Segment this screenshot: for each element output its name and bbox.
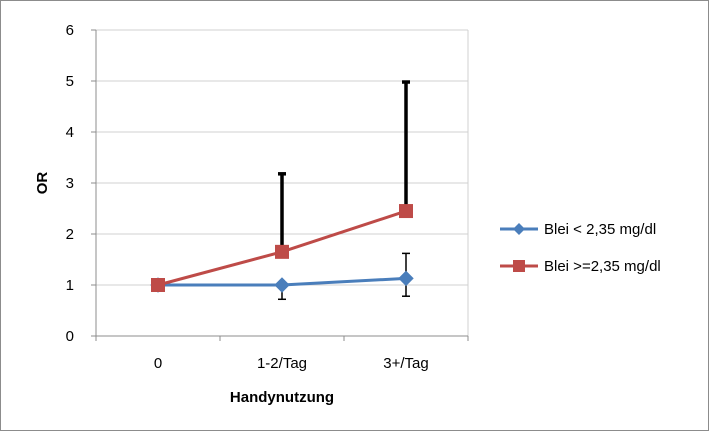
x-tick-label-0: 0 <box>154 355 162 372</box>
legend-marker-1 <box>513 223 525 235</box>
legend-marker-2 <box>513 260 525 272</box>
marker-diamond-2 <box>398 270 414 287</box>
error-bars <box>278 80 410 301</box>
x-tick-label-2: 3+/Tag <box>383 355 428 372</box>
legend-label-1: Blei < 2,35 mg/dl <box>544 221 656 238</box>
y-tick-label-3: 3 <box>66 175 74 192</box>
legend: Blei < 2,35 mg/dl Blei >=2,35 mg/dl <box>500 221 661 275</box>
y-tick-labels: 0 1 2 3 4 5 6 <box>66 22 74 345</box>
marker-diamond-1 <box>274 277 290 293</box>
y-tick-label-2: 2 <box>66 226 74 243</box>
marker-square-0 <box>151 278 165 292</box>
series-markers <box>150 204 414 293</box>
x-tick-label-1: 1-2/Tag <box>257 355 307 372</box>
x-tick-labels: 0 1-2/Tag 3+/Tag <box>154 355 429 372</box>
y-axis-title: OR <box>34 172 51 195</box>
legend-item-1: Blei < 2,35 mg/dl <box>500 221 656 238</box>
y-tick-label-0: 0 <box>66 328 74 345</box>
legend-label-2: Blei >=2,35 mg/dl <box>544 258 661 275</box>
x-axis-title: Handynutzung <box>230 389 334 406</box>
y-tick-label-1: 1 <box>66 277 74 294</box>
marker-square-1 <box>275 244 289 259</box>
legend-item-2: Blei >=2,35 mg/dl <box>500 258 661 275</box>
y-tick-label-4: 4 <box>66 124 74 141</box>
axes <box>91 29 469 341</box>
y-tick-label-5: 5 <box>66 73 74 90</box>
y-tick-label-6: 6 <box>66 22 74 39</box>
marker-square-2 <box>399 204 413 219</box>
